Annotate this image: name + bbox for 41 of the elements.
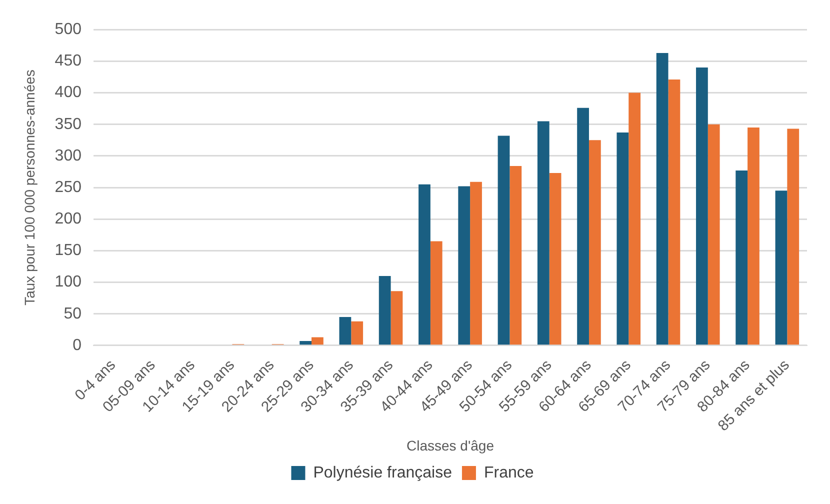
bar <box>458 186 470 345</box>
bar <box>787 128 800 345</box>
bar <box>339 317 352 345</box>
legend-label: Polynésie française <box>313 464 452 482</box>
legend-label: France <box>484 464 534 482</box>
bar <box>537 121 550 345</box>
y-tick-label: 200 <box>54 210 82 228</box>
bar <box>577 108 589 345</box>
bar <box>378 276 391 345</box>
bar <box>628 92 641 345</box>
bar <box>696 68 708 345</box>
x-axis-title: Classes d'âge <box>406 437 494 454</box>
bar <box>470 182 482 345</box>
bar <box>351 321 364 345</box>
y-axis-title: Taux pour 100 000 personnes-années <box>21 70 38 306</box>
y-tick-label: 0 <box>72 336 82 354</box>
y-tick-label: 50 <box>64 305 82 322</box>
y-tick-label: 250 <box>54 178 82 196</box>
bar <box>736 170 748 345</box>
bar <box>390 291 403 345</box>
bar <box>588 140 601 345</box>
bar <box>549 172 562 345</box>
bar <box>418 184 430 345</box>
y-tick-label: 100 <box>54 274 82 291</box>
y-tick-label: 350 <box>54 116 82 133</box>
bar <box>498 136 510 345</box>
bar <box>748 128 760 345</box>
bar <box>510 166 522 345</box>
y-tick-label: 400 <box>54 84 82 102</box>
y-tick-label: 150 <box>54 242 82 260</box>
y-tick-label: 300 <box>54 147 82 164</box>
y-tick-label: 450 <box>54 52 82 70</box>
y-tick-label: 500 <box>54 21 82 38</box>
bar <box>430 241 442 345</box>
bar <box>775 190 788 345</box>
bar <box>708 124 720 345</box>
bar <box>616 132 629 345</box>
bar <box>656 52 668 345</box>
bar <box>312 337 324 345</box>
bar <box>300 341 312 345</box>
bar <box>668 80 680 345</box>
